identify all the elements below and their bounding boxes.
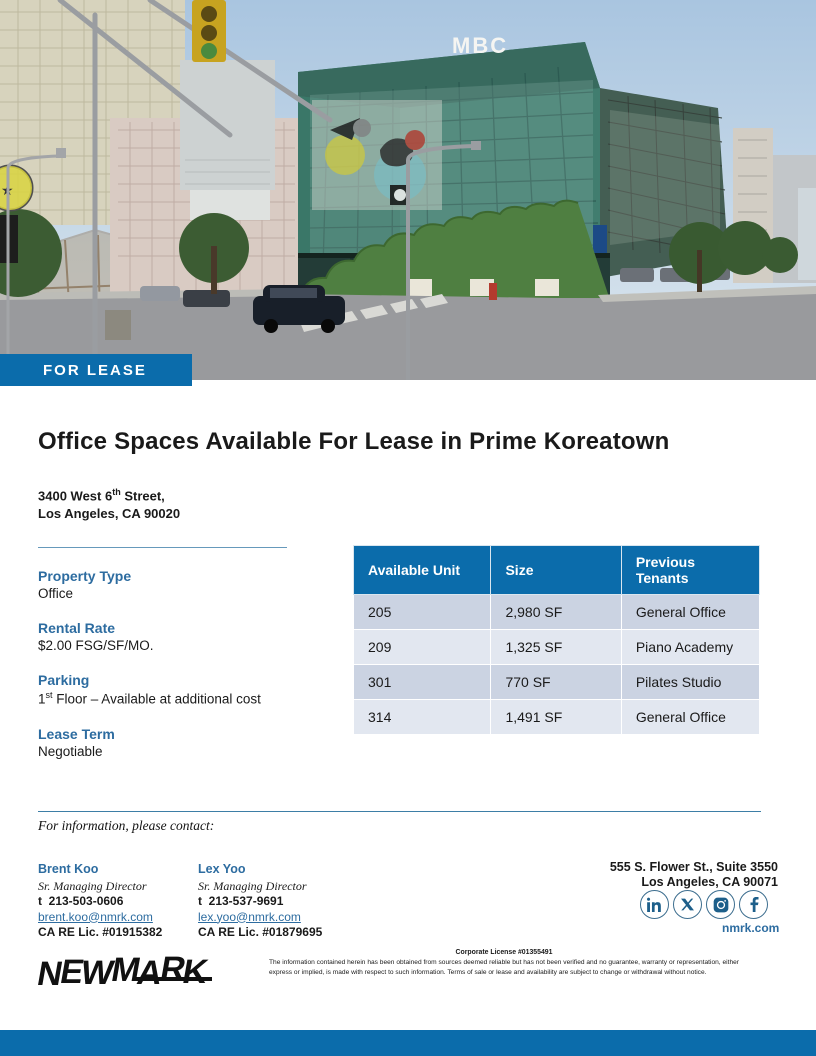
svg-text:MBC: MBC	[452, 33, 508, 58]
